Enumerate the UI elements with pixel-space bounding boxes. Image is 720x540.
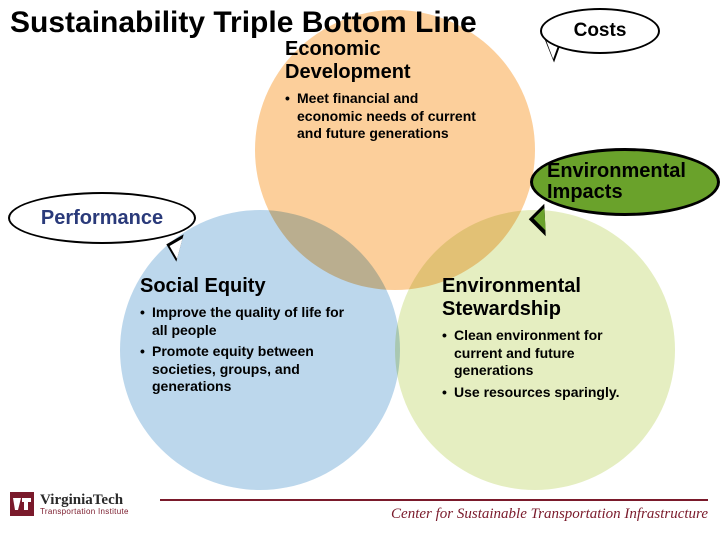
region-environmental-bullet: Use resources sparingly. xyxy=(442,384,652,402)
logo-main-text: VirginiaTech xyxy=(40,493,129,508)
region-social-heading: Social Equity xyxy=(140,275,350,298)
region-economic-bullet: Meet financial and economic needs of cur… xyxy=(285,90,485,143)
footer-rule xyxy=(160,499,708,501)
logo: VirginiaTech Transportation Institute xyxy=(10,492,129,516)
callout-costs: Costs xyxy=(540,8,660,54)
region-social-bullet: Improve the quality of life for all peop… xyxy=(140,304,350,339)
logo-sub-text: Transportation Institute xyxy=(40,508,129,516)
region-social: Social Equity Improve the quality of lif… xyxy=(140,275,350,400)
region-environmental-heading: Environmental Stewardship xyxy=(442,275,652,321)
callout-env-impacts: Environmental Impacts xyxy=(530,148,720,216)
region-economic: Economic Development Meet financial and … xyxy=(285,38,485,147)
footer-text: Center for Sustainable Transportation In… xyxy=(391,506,708,523)
region-social-bullet: Promote equity between societies, groups… xyxy=(140,343,350,396)
region-environmental-bullet: Clean environment for current and future… xyxy=(442,327,652,380)
callout-performance: Performance xyxy=(8,192,196,244)
region-environmental: Environmental Stewardship Clean environm… xyxy=(442,275,652,405)
vt-logo-icon xyxy=(10,492,34,516)
region-economic-heading: Economic Development xyxy=(285,38,485,84)
